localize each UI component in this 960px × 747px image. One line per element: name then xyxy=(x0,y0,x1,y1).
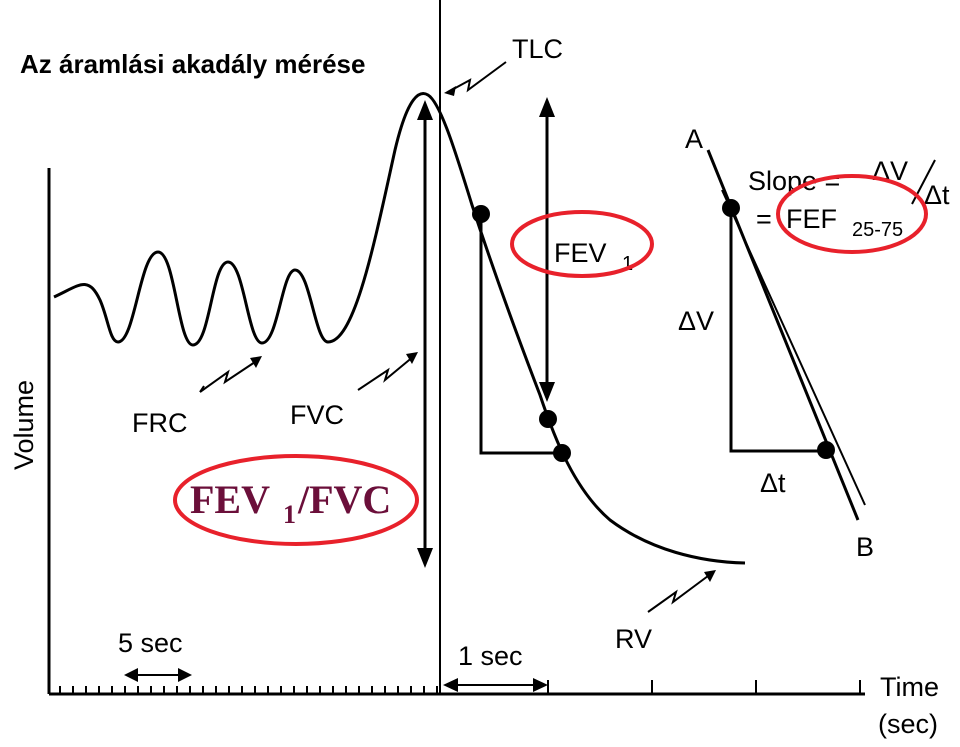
fev1-arrow-head-bottom xyxy=(539,382,555,402)
fev1-highlight-ellipse xyxy=(510,210,654,278)
volume-axis-label: Volume xyxy=(9,380,39,470)
one-sec-label: 1 sec xyxy=(458,641,523,671)
frc-callout xyxy=(199,359,259,393)
delta-v-label: ΔV xyxy=(678,306,714,336)
fev1-arrow-head-top xyxy=(539,97,555,117)
ratio-highlight-ellipse xyxy=(173,454,419,546)
one-sec-arrow-left xyxy=(443,678,458,692)
tlc-callout xyxy=(447,61,507,93)
slope-curve xyxy=(721,189,866,506)
curve-point-start xyxy=(472,205,490,223)
ratio-fev-label: FEV xyxy=(190,477,270,522)
slope-point-lower xyxy=(817,441,835,459)
frc-callout-tail xyxy=(199,385,205,393)
rv-label: RV xyxy=(615,624,652,654)
rv-callout xyxy=(647,572,713,613)
point-a-label: A xyxy=(685,124,703,154)
frc-callout-head xyxy=(250,356,262,368)
fev1-label: FEV xyxy=(554,238,607,268)
page-title: Az áramlási akadály mérése xyxy=(20,49,365,79)
time-unit-label: (sec) xyxy=(878,709,938,739)
fvc-callout xyxy=(357,355,415,391)
five-sec-label: 5 sec xyxy=(118,628,183,658)
time-axis-label: Time xyxy=(880,672,939,702)
fvc-arrow-head-bottom xyxy=(417,548,433,568)
fvc-callout-head xyxy=(406,352,418,364)
equals-sign: = xyxy=(756,204,772,234)
curve-point-box xyxy=(553,444,571,462)
frc-label: FRC xyxy=(132,408,188,438)
slope-point-upper xyxy=(722,199,740,217)
five-sec-arrow-left xyxy=(124,668,138,682)
one-sec-box xyxy=(479,215,562,455)
fvc-arrow-head-top xyxy=(417,100,433,120)
point-b-label: B xyxy=(856,532,874,562)
fvc-label: FVC xyxy=(290,400,344,430)
slope-denominator: Δt xyxy=(924,180,950,210)
rv-callout-head xyxy=(704,570,716,582)
delta-t-label: Δt xyxy=(760,468,786,498)
five-sec-arrow-right xyxy=(178,668,192,682)
time-axis-ticks xyxy=(59,680,861,694)
curve-point-fev1 xyxy=(539,410,557,428)
slope-triangle xyxy=(729,208,826,453)
ratio-fvc-label: /FVC xyxy=(297,477,391,522)
one-sec-arrow-right xyxy=(533,678,548,692)
fef-subscript: 25-75 xyxy=(852,219,903,241)
spirometry-curve xyxy=(53,92,746,565)
fef-highlight-ellipse xyxy=(776,174,928,254)
tlc-label: TLC xyxy=(512,34,563,64)
fef-label: FEF xyxy=(786,204,837,234)
ratio-fev-subscript: 1 xyxy=(283,500,296,529)
tlc-callout-head xyxy=(444,86,456,96)
fev1-subscript: 1 xyxy=(622,253,633,275)
